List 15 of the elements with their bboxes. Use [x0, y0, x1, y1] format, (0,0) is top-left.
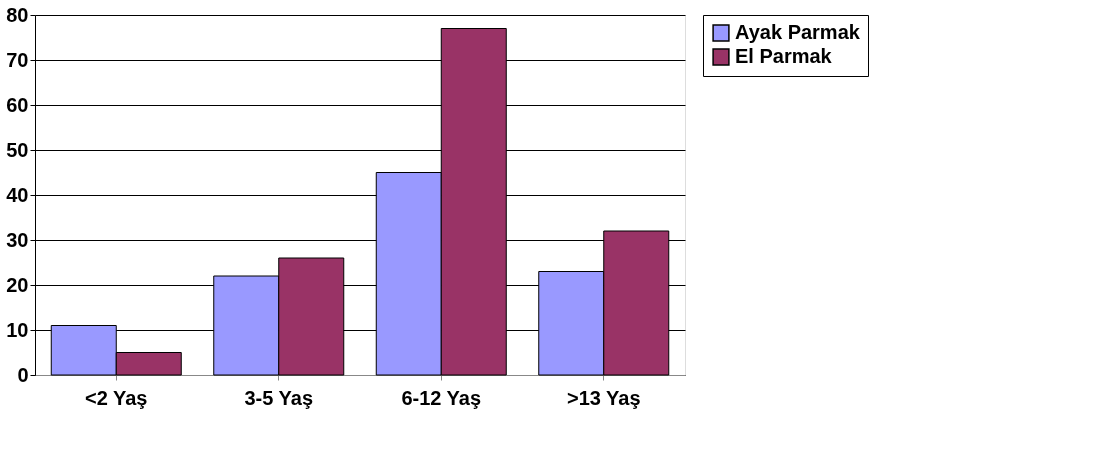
- legend-label: El Parmak: [735, 45, 833, 67]
- y-tick-label: 20: [6, 273, 29, 296]
- legend-label: Ayak Parmak: [735, 21, 861, 43]
- y-tick-label: 30: [6, 228, 29, 251]
- y-tick-label: 0: [17, 363, 29, 386]
- x-tick-label: 3-5 Yaş: [244, 386, 314, 409]
- x-tick-label: <2 Yaş: [85, 386, 148, 409]
- x-tick-label: >13 Yaş: [566, 386, 641, 409]
- y-tick-label: 40: [6, 183, 29, 206]
- y-tick-label: 50: [6, 138, 29, 161]
- y-tick-label: 10: [6, 318, 29, 341]
- y-tick-label: 80: [6, 3, 29, 26]
- y-tick-label: 60: [6, 93, 29, 116]
- x-tick-label: 6-12 Yaş: [401, 386, 482, 409]
- y-tick-label: 70: [6, 48, 29, 71]
